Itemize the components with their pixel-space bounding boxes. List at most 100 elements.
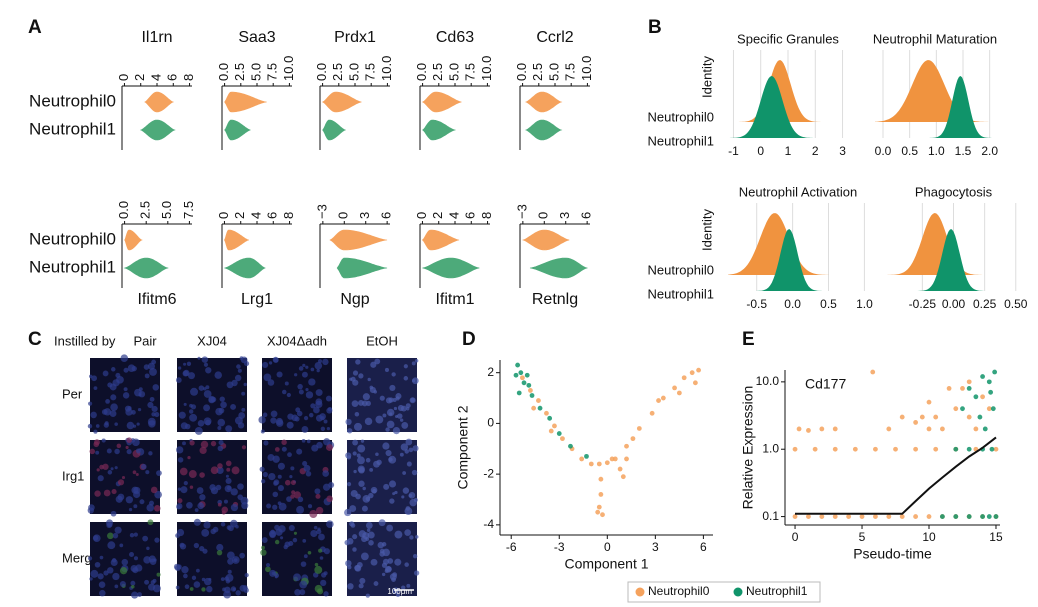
cell — [110, 510, 117, 517]
cell — [208, 577, 212, 581]
point — [528, 388, 533, 393]
cell — [272, 504, 278, 510]
cell — [414, 359, 419, 363]
cell — [286, 496, 292, 502]
cell — [355, 359, 361, 365]
cell — [378, 519, 386, 527]
legend-swatch — [733, 587, 743, 597]
cell — [135, 448, 141, 454]
point — [992, 369, 998, 375]
cell — [102, 463, 109, 470]
cell — [91, 375, 98, 382]
cell — [197, 502, 205, 510]
micrograph — [87, 354, 160, 434]
x-tick-label: 0.5 — [820, 297, 837, 311]
cell — [387, 558, 394, 564]
cell — [123, 367, 129, 373]
legend-label: Neutrophil0 — [648, 584, 710, 598]
cell — [121, 558, 129, 566]
cell — [224, 586, 231, 594]
cell — [199, 446, 207, 455]
cell — [216, 543, 224, 552]
group-label: Neutrophil1 — [648, 286, 715, 301]
cell — [147, 362, 155, 370]
cell — [88, 401, 93, 406]
y-tick-label: 0.1 — [762, 509, 779, 523]
cell — [201, 587, 206, 592]
x-tick-label: 2 — [232, 212, 247, 219]
cell — [95, 424, 100, 428]
x-tick-label: 0.0 — [875, 144, 892, 158]
x-tick-label: 10.0 — [579, 56, 594, 81]
point — [609, 456, 615, 462]
cell — [128, 507, 133, 512]
cell — [174, 565, 181, 571]
cell — [318, 533, 325, 541]
cell — [400, 443, 409, 451]
cell — [230, 404, 236, 410]
cell — [270, 410, 278, 418]
cell — [356, 562, 363, 568]
point — [521, 380, 527, 386]
cell — [294, 589, 301, 596]
cell — [230, 503, 239, 512]
cell — [236, 364, 241, 369]
point — [696, 367, 701, 373]
cell — [122, 392, 130, 399]
cell — [316, 369, 320, 373]
cell — [273, 479, 280, 486]
cell — [260, 549, 267, 556]
cell — [154, 490, 162, 499]
cell — [274, 447, 280, 452]
cell — [189, 587, 194, 591]
point — [899, 514, 905, 519]
cell — [353, 469, 357, 474]
cell — [277, 484, 284, 492]
micrograph-bg — [177, 440, 247, 514]
cell — [156, 470, 162, 477]
cell — [156, 572, 161, 577]
point — [812, 446, 818, 452]
cell — [412, 554, 418, 559]
micrograph — [344, 519, 420, 598]
cell — [293, 491, 302, 499]
cell — [395, 414, 399, 419]
point — [600, 512, 605, 518]
point — [796, 426, 802, 432]
cell — [323, 438, 331, 446]
point — [953, 406, 959, 412]
x-tick-label: 1 — [785, 144, 792, 158]
cell — [115, 495, 123, 503]
cell — [182, 370, 189, 377]
cell — [365, 537, 370, 541]
cell — [126, 421, 135, 430]
x-tick-label: 6 — [379, 212, 394, 219]
cell — [225, 474, 229, 478]
point — [986, 514, 992, 519]
cell — [114, 466, 118, 470]
column-label: EtOH — [366, 333, 398, 348]
cell — [119, 581, 126, 588]
x-tick-label: 7.5 — [363, 63, 378, 81]
point — [977, 414, 983, 420]
point — [926, 426, 932, 432]
cell — [397, 404, 404, 412]
x-tick-label: 6 — [700, 540, 707, 554]
point — [980, 394, 985, 400]
point — [933, 446, 939, 452]
cell — [137, 592, 142, 597]
cell — [175, 533, 180, 538]
cell — [307, 551, 312, 555]
cell — [350, 376, 356, 382]
cell — [154, 537, 160, 543]
x-tick-label: 2 — [812, 144, 819, 158]
point — [819, 426, 825, 432]
x-axis-label: Pseudo-time — [853, 546, 932, 562]
x-tick-label: 0 — [604, 540, 611, 554]
cell — [383, 483, 390, 490]
cell — [107, 541, 116, 550]
cell — [216, 549, 223, 556]
cell — [135, 472, 139, 476]
cell — [132, 470, 137, 475]
cell — [119, 543, 124, 548]
